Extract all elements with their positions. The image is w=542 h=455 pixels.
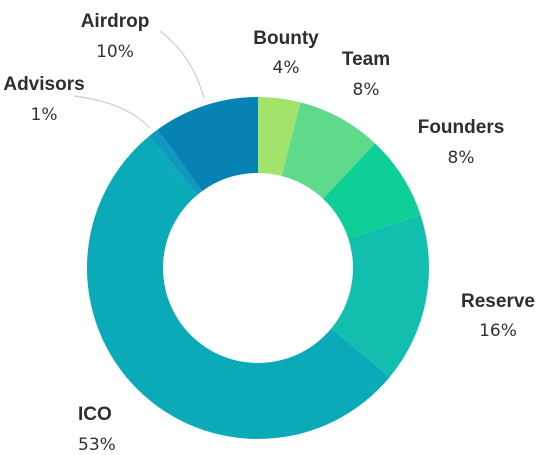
slice-bounty: [258, 97, 301, 176]
slice-label-reserve: Reserve: [461, 291, 535, 312]
slice-reserve: [331, 215, 429, 377]
slice-value-founders: 8%: [448, 148, 475, 168]
slice-ico: [87, 136, 390, 439]
leader-line-airdrop: [159, 30, 205, 99]
slice-advisors: [149, 129, 203, 195]
slice-label-team: Team: [342, 49, 390, 70]
slice-label-advisors: Advisors: [3, 74, 84, 95]
slice-label-ico: ICO: [78, 404, 112, 425]
donut-slices: [87, 97, 429, 439]
slice-value-team: 8%: [353, 80, 380, 100]
slice-value-advisors: 1%: [31, 105, 58, 125]
slice-label-airdrop: Airdrop: [81, 11, 150, 32]
slice-value-bounty: 4%: [273, 58, 300, 78]
slice-label-founders: Founders: [418, 117, 505, 138]
slice-founders: [323, 143, 421, 239]
slice-labels: Bounty 4% Team 8% Founders 8% Reserve 16% ICO 53%…: [3, 11, 535, 455]
slice-value-airdrop: 10%: [96, 42, 134, 62]
slice-value-ico: 53%: [78, 435, 116, 455]
slice-airdrop: [157, 97, 258, 192]
leader-lines: [73, 30, 205, 129]
leader-line-advisors: [73, 95, 151, 129]
slice-label-bounty: Bounty: [253, 28, 319, 49]
slice-value-reserve: 16%: [479, 321, 517, 341]
slice-team: [281, 102, 376, 199]
